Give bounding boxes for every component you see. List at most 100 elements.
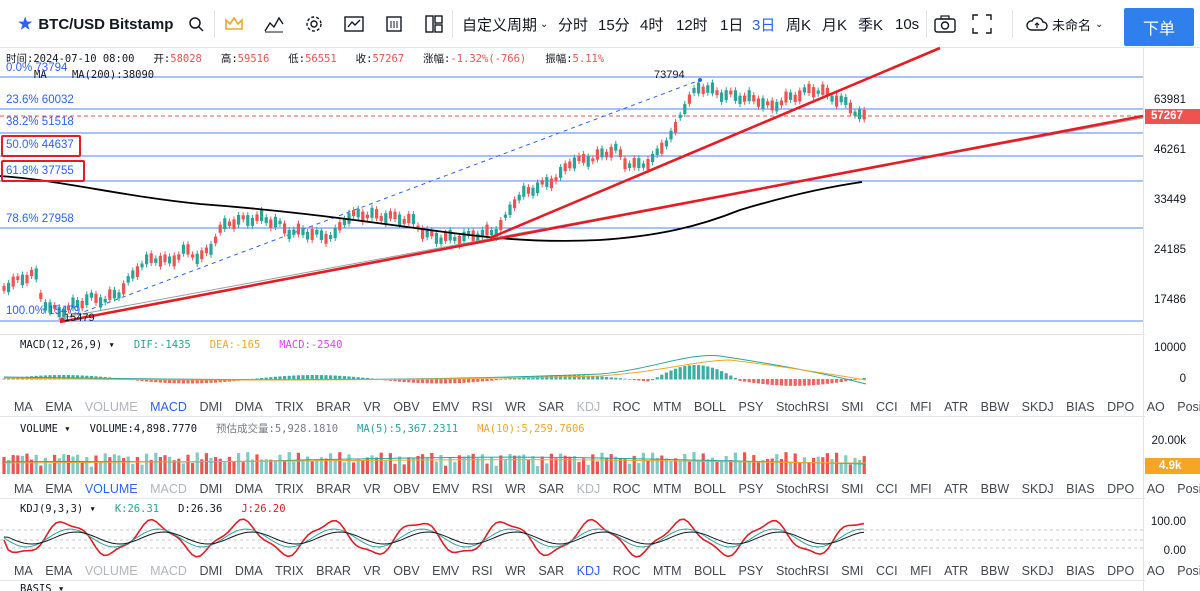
indicator-tab-stochrsi[interactable]: StochRSI: [775, 482, 829, 496]
indicator-icon[interactable]: [344, 0, 364, 48]
indicator-tab-sar[interactable]: SAR: [538, 400, 565, 414]
period-month[interactable]: 月K: [822, 16, 848, 34]
indicator-tab-atr[interactable]: ATR: [944, 564, 969, 578]
settings-icon[interactable]: [304, 0, 324, 48]
indicator-tab-wr[interactable]: WR: [505, 564, 526, 578]
indicator-tab-sar[interactable]: SAR: [538, 482, 565, 496]
volume-header[interactable]: VOLUME ▾ VOLUME:4,898.7770 预估成交量:5,928.1…: [20, 421, 585, 436]
indicator-tab-emv[interactable]: EMV: [432, 400, 460, 414]
indicator-tab-stochrsi[interactable]: StochRSI: [775, 564, 829, 578]
indicator-tab-ma[interactable]: MA: [14, 482, 33, 496]
indicator-tab-vr[interactable]: VR: [363, 564, 381, 578]
indicator-tab-boll[interactable]: BOLL: [694, 482, 726, 496]
indicator-tab-position[interactable]: Position: [1177, 564, 1200, 578]
cloud-save[interactable]: 未命名 ⌄: [1026, 0, 1103, 48]
indicator-tab-mtm[interactable]: MTM: [653, 564, 682, 578]
fullscreen-icon[interactable]: [972, 0, 992, 48]
indicator-tab-volume[interactable]: VOLUME: [84, 482, 138, 496]
indicator-tab-dpo[interactable]: DPO: [1107, 564, 1135, 578]
indicator-tab-dpo[interactable]: DPO: [1107, 482, 1135, 496]
indicator-tab-smi[interactable]: SMI: [841, 564, 864, 578]
template-icon[interactable]: [384, 0, 404, 48]
star-icon[interactable]: ★: [18, 16, 33, 33]
indicator-tab-brar[interactable]: BRAR: [316, 482, 351, 496]
indicator-tab-mfi[interactable]: MFI: [910, 482, 932, 496]
indicator-tab-cci[interactable]: CCI: [876, 564, 898, 578]
kdj-header[interactable]: KDJ(9,3,3) ▾ K:26.31 D:26.36 J:26.20: [20, 503, 286, 515]
indicator-tab-volume[interactable]: VOLUME: [84, 564, 138, 578]
indicator-tab-ao[interactable]: AO: [1146, 564, 1165, 578]
indicator-tab-ema[interactable]: EMA: [45, 482, 73, 496]
indicator-tab-trix[interactable]: TRIX: [275, 400, 304, 414]
indicator-tab-rsi[interactable]: RSI: [471, 400, 493, 414]
period-3d[interactable]: 3日: [752, 16, 776, 34]
indicator-tab-ao[interactable]: AO: [1146, 400, 1165, 414]
indicator-tab-cci[interactable]: CCI: [876, 400, 898, 414]
indicator-tab-dpo[interactable]: DPO: [1107, 400, 1135, 414]
indicator-tab-macd[interactable]: MACD: [150, 400, 187, 414]
indicator-tab-volume[interactable]: VOLUME: [84, 400, 138, 414]
indicator-tab-psy[interactable]: PSY: [738, 564, 764, 578]
camera-icon[interactable]: [934, 0, 956, 48]
indicator-tab-obv[interactable]: OBV: [393, 564, 420, 578]
macd-header[interactable]: MACD(12,26,9) ▾ DIF:-1435 DEA:-165 MACD:…: [20, 339, 342, 351]
symbol-selector[interactable]: ★ BTC/USD Bitstamp: [18, 0, 173, 48]
indicator-tab-ema[interactable]: EMA: [45, 400, 73, 414]
indicator-tab-kdj[interactable]: KDJ: [576, 400, 601, 414]
indicator-tab-brar[interactable]: BRAR: [316, 400, 351, 414]
indicator-tab-bias[interactable]: BIAS: [1066, 482, 1095, 496]
indicator-tab-vr[interactable]: VR: [363, 482, 381, 496]
period-15m[interactable]: 15分: [598, 16, 630, 34]
period-4h[interactable]: 4时: [640, 16, 664, 34]
indicator-tab-roc[interactable]: ROC: [612, 564, 641, 578]
ma-legend[interactable]: MA MA(200):38090: [34, 69, 154, 81]
indicator-tab-ma[interactable]: MA: [14, 400, 33, 414]
indicator-tab-wr[interactable]: WR: [505, 482, 526, 496]
period-10s[interactable]: 10s: [895, 15, 920, 33]
indicator-tab-roc[interactable]: ROC: [612, 400, 641, 414]
period-quarter[interactable]: 季K: [858, 16, 884, 34]
indicator-tab-dmi[interactable]: DMI: [199, 564, 223, 578]
indicator-tab-dma[interactable]: DMA: [234, 482, 263, 496]
indicator-tab-cci[interactable]: CCI: [876, 482, 898, 496]
indicator-tab-ao[interactable]: AO: [1146, 482, 1165, 496]
indicator-tab-trix[interactable]: TRIX: [275, 564, 304, 578]
indicator-tab-skdj[interactable]: SKDJ: [1021, 482, 1054, 496]
indicator-tab-dma[interactable]: DMA: [234, 564, 263, 578]
indicator-tab-boll[interactable]: BOLL: [694, 564, 726, 578]
indicator-tab-macd[interactable]: MACD: [150, 482, 187, 496]
indicator-tab-skdj[interactable]: SKDJ: [1021, 400, 1054, 414]
indicator-tab-bbw[interactable]: BBW: [980, 400, 1010, 414]
indicator-tab-brar[interactable]: BRAR: [316, 564, 351, 578]
indicator-tab-emv[interactable]: EMV: [432, 482, 460, 496]
indicator-tab-bbw[interactable]: BBW: [980, 482, 1010, 496]
indicator-tab-dmi[interactable]: DMI: [199, 400, 223, 414]
indicator-tab-obv[interactable]: OBV: [393, 482, 420, 496]
indicator-tab-mfi[interactable]: MFI: [910, 564, 932, 578]
indicator-tab-rsi[interactable]: RSI: [471, 564, 493, 578]
indicator-tab-dmi[interactable]: DMI: [199, 482, 223, 496]
indicator-tab-bbw[interactable]: BBW: [980, 564, 1010, 578]
period-12h[interactable]: 12时: [676, 16, 708, 34]
indicator-tab-mfi[interactable]: MFI: [910, 400, 932, 414]
indicator-tab-mtm[interactable]: MTM: [653, 482, 682, 496]
indicator-tab-boll[interactable]: BOLL: [694, 400, 726, 414]
indicator-tab-macd[interactable]: MACD: [150, 564, 187, 578]
period-week[interactable]: 周K: [786, 16, 812, 34]
period-1d[interactable]: 1日: [720, 16, 744, 34]
indicator-tab-smi[interactable]: SMI: [841, 482, 864, 496]
indicator-tab-emv[interactable]: EMV: [432, 564, 460, 578]
basis-header[interactable]: BASIS ▾: [20, 583, 64, 591]
indicator-tab-roc[interactable]: ROC: [612, 482, 641, 496]
indicator-tab-ema[interactable]: EMA: [45, 564, 73, 578]
chart-type-icon[interactable]: [264, 0, 284, 48]
indicator-tab-mtm[interactable]: MTM: [653, 400, 682, 414]
indicator-tab-bias[interactable]: BIAS: [1066, 400, 1095, 414]
indicator-tab-smi[interactable]: SMI: [841, 400, 864, 414]
indicator-tab-trix[interactable]: TRIX: [275, 482, 304, 496]
indicator-tab-ma[interactable]: MA: [14, 564, 33, 578]
order-button[interactable]: 下单: [1124, 8, 1194, 46]
indicator-tab-kdj[interactable]: KDJ: [576, 482, 601, 496]
indicator-tab-psy[interactable]: PSY: [738, 400, 764, 414]
